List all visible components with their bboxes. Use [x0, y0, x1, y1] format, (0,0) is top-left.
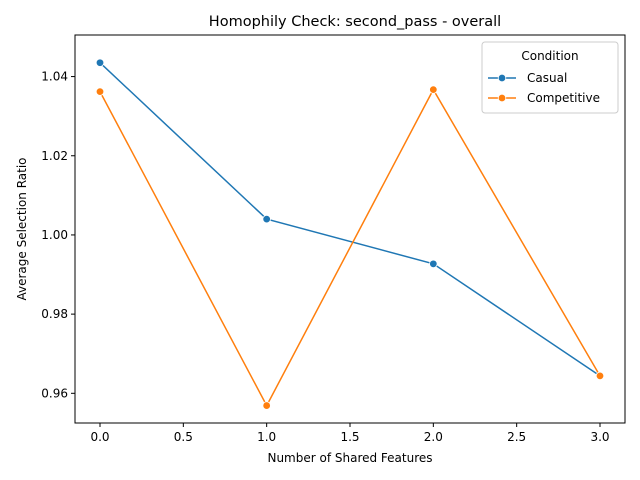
x-axis: 0.0 0.5 1.0 1.5 2.0 2.5 3.0 — [90, 423, 610, 444]
x-tick-label: 2.0 — [424, 430, 443, 444]
y-tick-label: 1.04 — [41, 70, 68, 84]
legend-frame — [481, 41, 619, 114]
x-tick-label: 2.5 — [507, 430, 526, 444]
x-tick-label: 0.0 — [90, 430, 109, 444]
series-line — [99, 62, 601, 377]
chart-title: Homophily Check: second_pass - overall — [209, 14, 501, 30]
legend-marker — [497, 73, 507, 83]
x-axis-label: Number of Shared Features — [267, 451, 432, 465]
legend-entry: Competitive — [488, 91, 600, 105]
data-point — [429, 259, 438, 269]
data-point — [429, 85, 438, 94]
y-tick-label: 0.96 — [41, 386, 68, 400]
plot-area: 0.0 0.5 1.0 1.5 2.0 2.5 3.0 0.96 0.98 1.00 1.02 1.… — [41, 34, 626, 444]
y-tick-label: 1.00 — [41, 228, 68, 242]
data-point — [262, 401, 271, 410]
data-point — [262, 214, 271, 224]
x-tick-label: 0.5 — [174, 430, 193, 444]
series-layer — [95, 58, 605, 410]
series-competitive — [95, 85, 605, 410]
x-tick-label: 3.0 — [590, 430, 609, 444]
x-tick-label: 1.0 — [257, 430, 276, 444]
legend-entry: Casual — [488, 71, 567, 85]
legend: Condition Casual Competitive — [481, 41, 619, 114]
legend-label: Competitive — [527, 91, 600, 105]
y-tick-label: 1.02 — [41, 149, 68, 163]
legend-title: Condition — [521, 49, 578, 63]
legend-label: Casual — [527, 71, 567, 85]
x-tick-label: 1.5 — [340, 430, 359, 444]
data-point — [95, 87, 105, 96]
y-axis: 0.96 0.98 1.00 1.02 1.04 — [41, 70, 75, 400]
y-axis-label: Average Selection Ratio — [15, 157, 29, 300]
y-tick-label: 0.98 — [41, 307, 68, 321]
data-point — [95, 58, 105, 67]
data-point — [595, 371, 605, 381]
series-line — [99, 88, 601, 408]
legend-marker — [497, 93, 507, 103]
